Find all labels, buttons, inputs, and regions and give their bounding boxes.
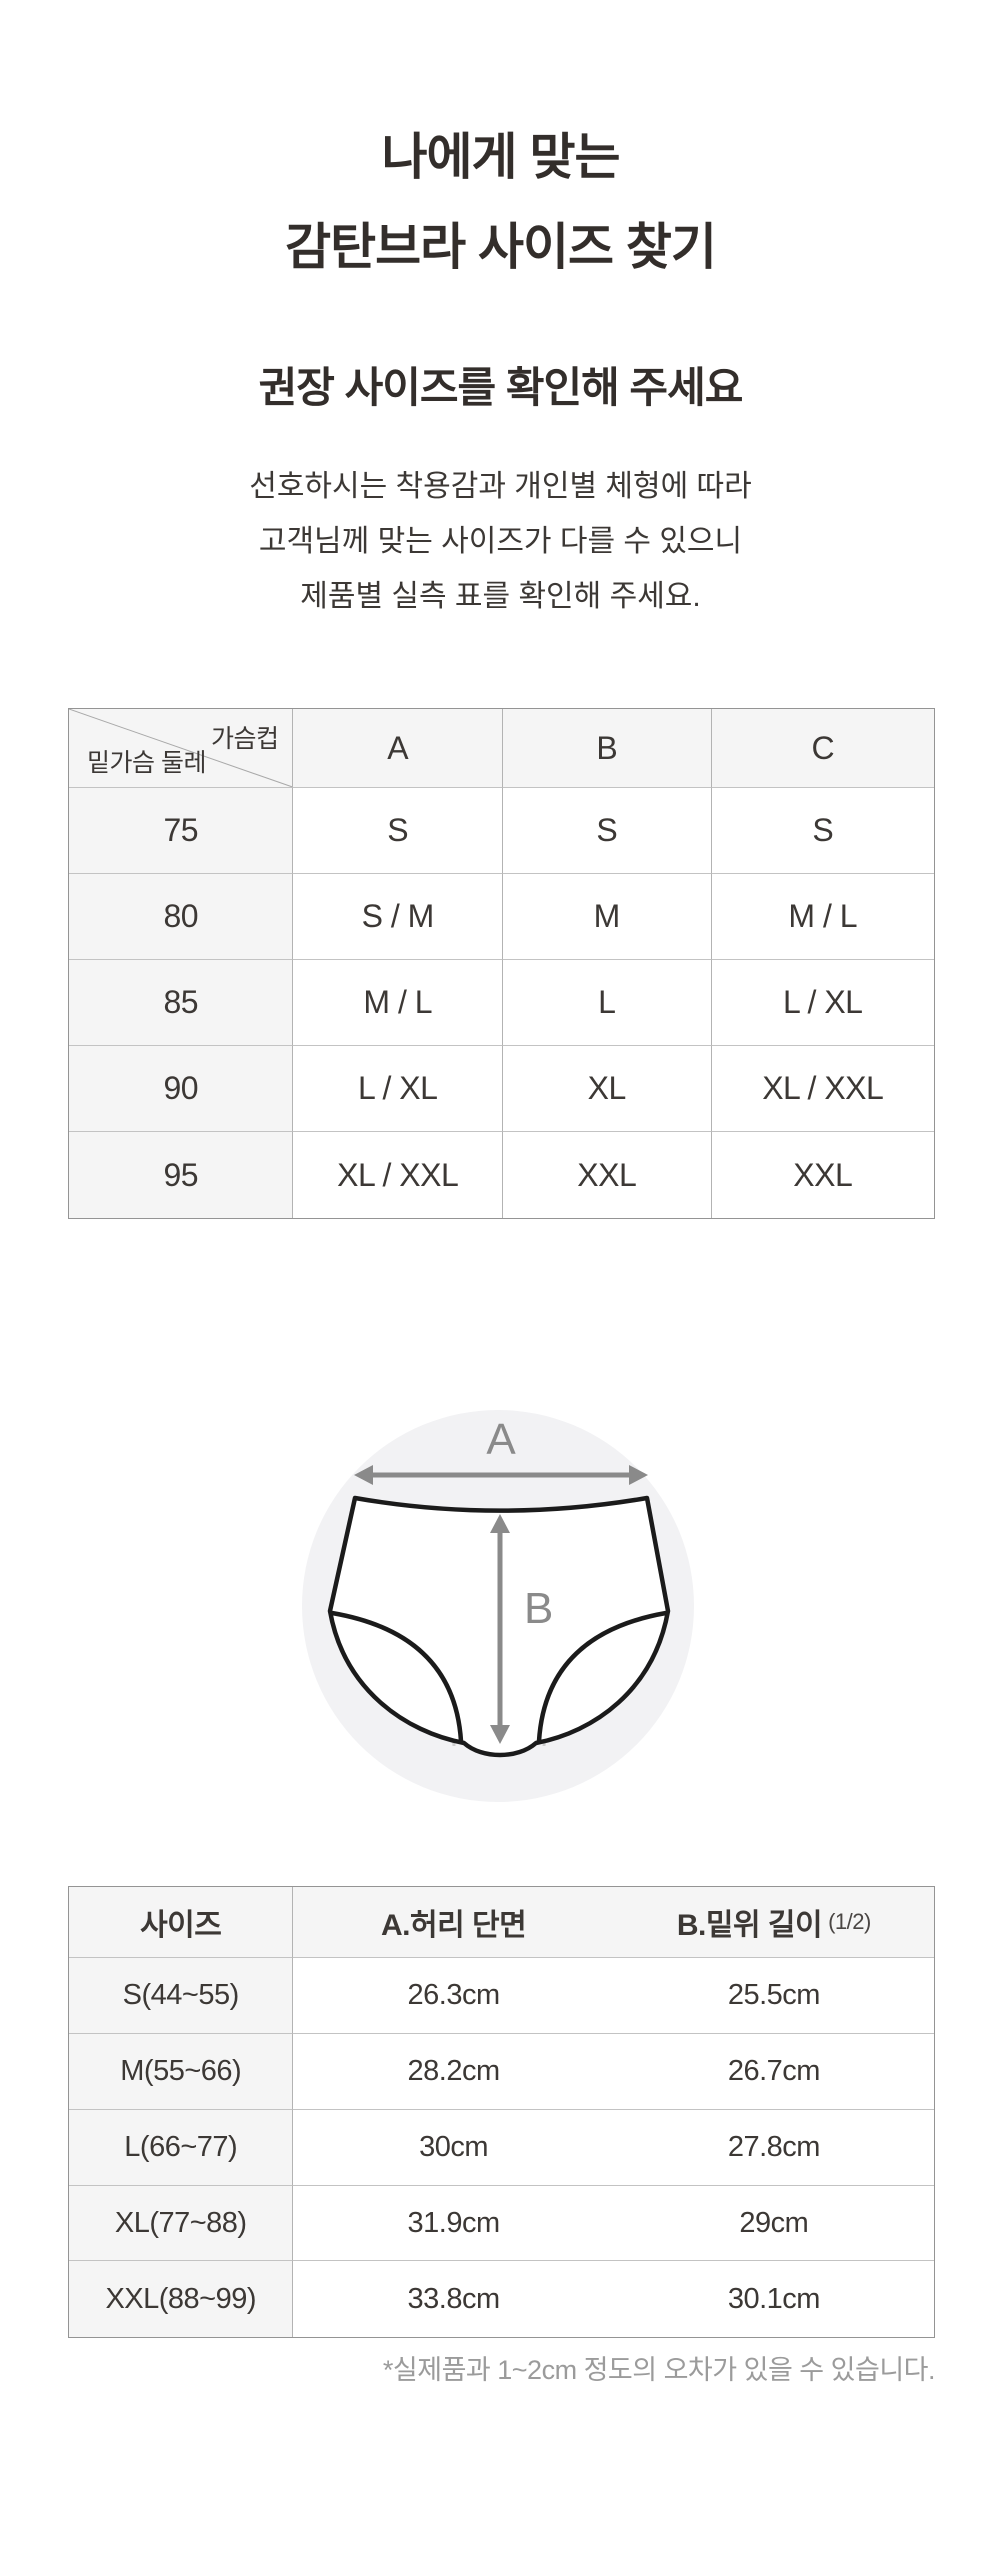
rise-cell: 26.7cm <box>613 2034 934 2110</box>
width-label-a: A <box>486 1415 516 1464</box>
intro-line: 선호하시는 착용감과 개인별 체형에 따라 <box>249 470 752 503</box>
size-cell: L <box>502 960 712 1046</box>
panty-illustration: A B <box>327 1415 671 1758</box>
tolerance-footnote: *실제품과 1~2cm 정도의 오차가 있을 수 있습니다. <box>382 2355 936 2385</box>
band-row-header: 75 <box>69 788 294 874</box>
page-title-line1: 나에게 맞는 <box>381 129 621 185</box>
rise-column-header: B.밑위 길이 (1/2) <box>613 1887 934 1958</box>
rise-arrow <box>490 1514 510 1744</box>
size-cell: M / L <box>293 960 503 1046</box>
intro-line: 제품별 실측 표를 확인해 주세요. <box>300 580 701 613</box>
panty-measure-diagram: A B <box>302 1410 694 1802</box>
waist-cell: 30cm <box>293 2110 614 2186</box>
width-arrow <box>354 1465 648 1485</box>
rise-cell: 25.5cm <box>613 1958 934 2034</box>
size-cell: L / XL <box>711 960 934 1046</box>
size-cell: S <box>502 788 712 874</box>
size-cell: S <box>711 788 934 874</box>
intro-paragraph: 선호하시는 착용감과 개인별 체형에 따라 고객님께 맞는 사이즈가 다를 수 … <box>0 459 1001 624</box>
underbust-corner-label: 밑가슴 둘레 <box>87 749 206 777</box>
waist-column-header: A.허리 단면 <box>293 1887 614 1958</box>
size-row-header: M(55~66) <box>69 2034 294 2110</box>
cup-corner-label: 가슴컵 <box>210 725 279 753</box>
size-row-header: S(44~55) <box>69 1958 294 2034</box>
size-cell: S / M <box>293 874 503 960</box>
leg-opening-curves <box>329 1610 669 1744</box>
size-cell: L / XL <box>293 1046 503 1132</box>
waist-cell: 31.9cm <box>293 2186 614 2261</box>
cup-column-header-c: C <box>711 709 934 788</box>
intro-line: 고객님께 맞는 사이즈가 다를 수 있으니 <box>258 525 743 558</box>
size-column-header: 사이즈 <box>69 1887 294 1958</box>
rise-header-text: B.밑위 길이 <box>676 1909 823 1942</box>
band-row-header: 85 <box>69 960 294 1046</box>
waist-cell: 28.2cm <box>293 2034 614 2110</box>
band-row-header: 90 <box>69 1046 294 1132</box>
size-cell: XL / XXL <box>711 1046 934 1132</box>
size-row-header: XL(77~88) <box>69 2186 294 2261</box>
size-cell: S <box>293 788 503 874</box>
page-title-line2: 감탄브라 사이즈 찾기 <box>285 219 717 275</box>
panty-size-table: 사이즈 A.허리 단면 B.밑위 길이 (1/2) S(44~55) 26.3c… <box>68 1886 935 2338</box>
size-cell: XL / XXL <box>293 1132 503 1218</box>
size-cell: M <box>502 874 712 960</box>
table-corner-cell: 가슴컵 밑가슴 둘레 <box>69 709 294 788</box>
band-row-header: 80 <box>69 874 294 960</box>
size-cell: XXL <box>503 1132 712 1218</box>
cup-column-header-a: A <box>293 709 503 788</box>
band-row-header: 95 <box>69 1132 294 1218</box>
rise-cell: 29cm <box>613 2186 934 2261</box>
size-row-header: L(66~77) <box>69 2110 294 2186</box>
page-title: 나에게 맞는 감탄브라 사이즈 찾기 <box>0 112 1001 292</box>
rise-label-b: B <box>524 1584 553 1633</box>
bra-size-table: 가슴컵 밑가슴 둘레 A B C 75 S S S 80 S / M M M /… <box>68 708 935 1219</box>
size-cell: M / L <box>711 874 934 960</box>
rise-cell: 27.8cm <box>613 2110 934 2186</box>
cup-column-header-b: B <box>502 709 712 788</box>
rise-cell: 30.1cm <box>727 2282 821 2315</box>
size-cell: XXL <box>793 1156 853 1193</box>
waist-cell: 33.8cm <box>407 2282 501 2315</box>
size-row-header: XXL(88~99) <box>69 2261 294 2337</box>
rise-header-suffix: (1/2) <box>828 1909 871 1934</box>
waist-cell: 26.3cm <box>293 1958 614 2034</box>
size-cell: XL <box>502 1046 712 1132</box>
subtitle: 권장 사이즈를 확인해 주세요 <box>258 364 744 411</box>
diagonal-divider <box>69 709 292 787</box>
